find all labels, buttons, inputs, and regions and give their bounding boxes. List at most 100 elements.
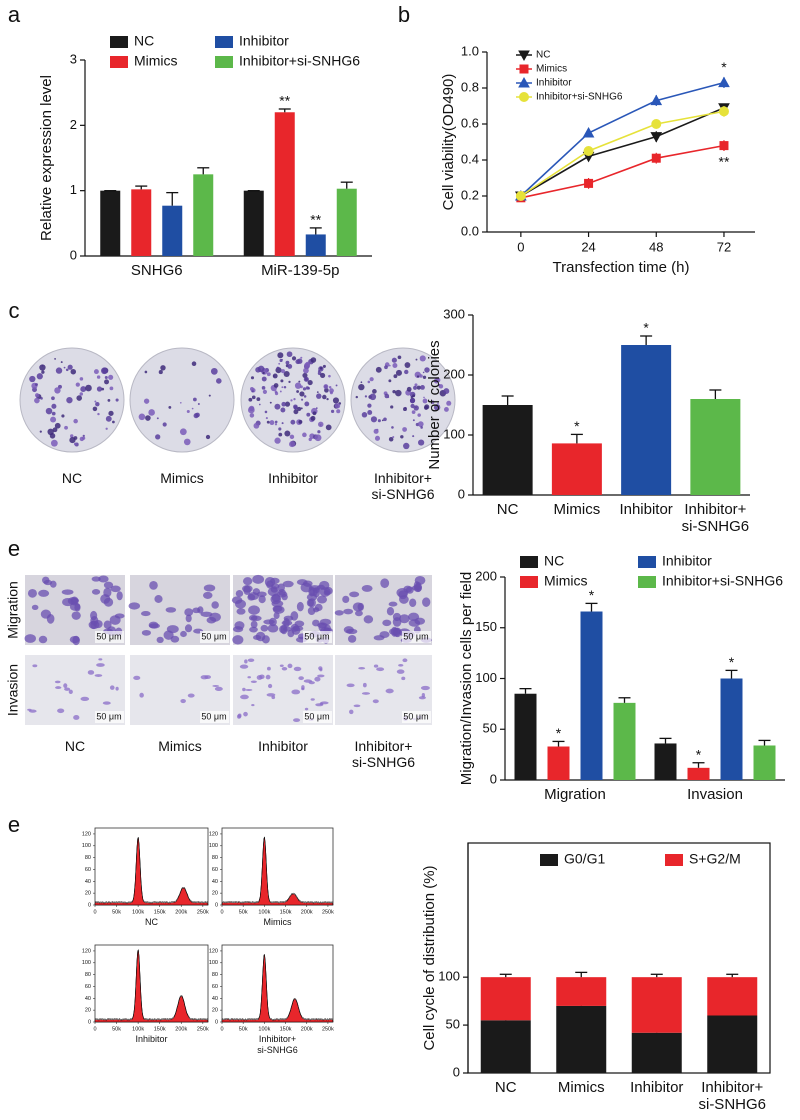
bar: [687, 767, 710, 780]
x-tick-label: 24: [581, 239, 595, 254]
colony: [34, 393, 40, 398]
colony: [288, 380, 291, 383]
colony: [305, 361, 311, 367]
plate-caption: Inhibitor: [268, 470, 318, 486]
cell: [149, 580, 158, 590]
colony: [388, 379, 392, 383]
y-tick-label: 1.0: [461, 43, 479, 58]
flow-y-tick-label: 20: [212, 891, 218, 897]
flow-y-tick-label: 120: [209, 948, 218, 954]
flow-x-tick-label: 200k: [301, 909, 313, 915]
colony: [299, 391, 305, 397]
flow-histogram: 0 50k 100k 150k 200k 250k 0 20 40 60 80 100 120: [209, 944, 334, 1032]
colony: [112, 420, 115, 424]
colony: [323, 384, 329, 389]
cell: [206, 616, 217, 624]
colony: [374, 435, 381, 441]
colony: [404, 369, 409, 375]
y-axis-label: Cell viability(OD490): [440, 74, 457, 211]
legend-marker: [519, 64, 529, 74]
scale-bar-bg: [200, 631, 229, 643]
colony: [283, 370, 290, 378]
cell: [413, 583, 423, 593]
colony: [249, 387, 254, 391]
colony: [155, 434, 161, 440]
colony: [369, 377, 374, 382]
cell: [88, 620, 100, 630]
cell: [334, 610, 344, 616]
colony: [328, 385, 332, 389]
micrograph: 50 μm: [25, 655, 125, 725]
colony: [143, 398, 150, 404]
colony: [295, 359, 301, 365]
colony: [162, 422, 167, 427]
colony: [381, 419, 384, 422]
cell: [54, 680, 61, 684]
cell: [244, 659, 248, 664]
flow-x-tick-label: 50k: [239, 1026, 248, 1032]
cell: [211, 601, 219, 609]
cell: [250, 620, 258, 629]
colony: [418, 439, 425, 446]
cell: [414, 575, 426, 585]
flow-caption: NC: [145, 917, 158, 927]
flow-y-tick-label: 100: [82, 843, 91, 849]
colony: [281, 422, 284, 425]
significance: *: [721, 59, 727, 75]
cell: [267, 624, 279, 633]
colony-plate: [350, 347, 456, 453]
colony: [156, 417, 159, 420]
colony: [216, 378, 222, 384]
bar: [551, 443, 602, 495]
flow-caption: Inhibitor: [135, 1034, 168, 1044]
cell: [282, 580, 294, 588]
colony: [293, 404, 298, 410]
colony: [360, 381, 363, 384]
legend-swatch: [638, 556, 656, 568]
micrograph: 50 μm: [335, 655, 432, 725]
colony: [373, 428, 379, 434]
cell: [314, 676, 321, 682]
colony: [315, 407, 318, 410]
panel-label: e: [8, 536, 20, 561]
colony: [41, 370, 45, 374]
flow-caption: Inhibitor+ si-SNHG6: [257, 1034, 298, 1055]
bar-segment: [556, 977, 607, 1006]
cell: [293, 666, 302, 672]
flow-y-tick-label: 100: [82, 960, 91, 966]
cell: [114, 613, 125, 619]
cell: [245, 688, 253, 691]
colony: [94, 400, 97, 403]
colony: [145, 415, 151, 421]
colony: [372, 389, 377, 394]
colony: [420, 385, 425, 390]
bar: [305, 234, 326, 256]
colony: [278, 427, 282, 431]
cell: [91, 576, 101, 582]
scale-bar: 50 μm: [201, 631, 226, 641]
flow-x-tick-label: 250k: [322, 909, 334, 915]
flow-histogram: 0 50k 100k 150k 200k 250k 0 20 40 60 80 100 120: [82, 944, 209, 1032]
colony: [367, 410, 373, 415]
x-tick-label: Mimics: [553, 501, 601, 518]
flow-fit: [221, 953, 333, 1020]
colony: [80, 386, 87, 393]
plate: [129, 347, 235, 453]
cell: [279, 664, 284, 667]
colony: [325, 424, 332, 431]
colony: [253, 422, 260, 429]
cell: [320, 701, 329, 705]
colony: [95, 401, 100, 407]
scale-bar: 50 μm: [403, 631, 428, 641]
cell: [265, 674, 271, 680]
colony: [412, 394, 416, 398]
colony: [397, 355, 402, 360]
cell: [304, 707, 309, 711]
y-tick-label: 0: [458, 486, 465, 501]
colony: [70, 434, 74, 438]
cell: [94, 674, 103, 677]
colony: [273, 383, 279, 388]
colony: [67, 364, 73, 370]
legend-label: S+G2/M: [689, 851, 741, 867]
point: [718, 106, 729, 117]
